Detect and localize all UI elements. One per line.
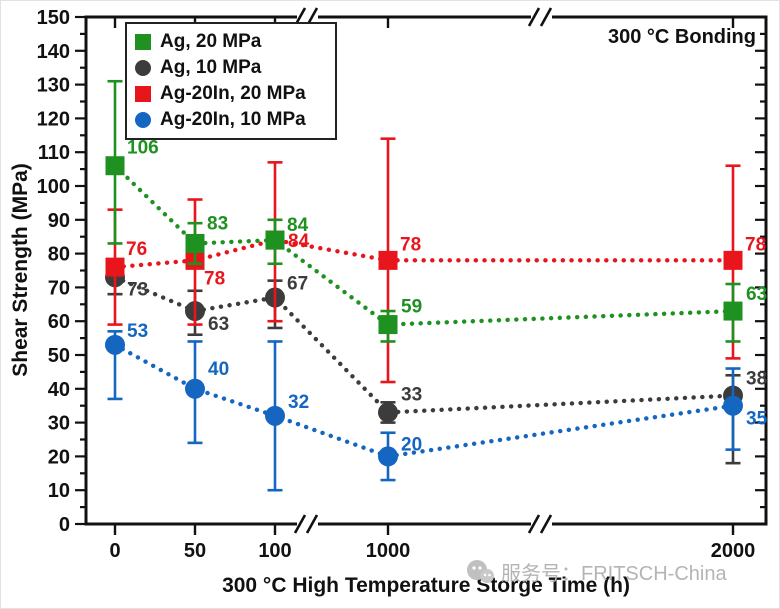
- value-label: 40: [208, 359, 229, 380]
- series-line: [112, 237, 736, 270]
- data-point: [185, 378, 205, 399]
- value-label: 33: [401, 384, 422, 405]
- value-label: 20: [401, 434, 422, 455]
- y-tick-label: 80: [48, 244, 70, 266]
- y-axis-title: Shear Strength (MPa): [9, 163, 32, 377]
- x-tick-label: 50: [184, 540, 206, 562]
- y-tick-label: 30: [48, 413, 70, 435]
- value-label: 83: [207, 213, 228, 234]
- watermark: 服务号：FRITSCH-China: [466, 557, 727, 586]
- y-tick-label: 100: [37, 176, 70, 198]
- data-point: [723, 301, 743, 321]
- y-tick-label: 70: [48, 277, 70, 299]
- legend-label: Ag-20In, 10 MPa: [160, 109, 306, 130]
- series-ag-20in-10-mpa: [105, 330, 743, 492]
- axis-break-gap: [531, 12, 552, 22]
- y-tick-label: 150: [37, 7, 70, 29]
- y-tick-label: 110: [38, 142, 70, 164]
- y-tick-label: 120: [37, 108, 70, 130]
- value-label: 78: [204, 268, 225, 289]
- y-tick-label: 10: [48, 480, 70, 502]
- x-axis-ticks: 0 50 100 1000 2000: [109, 17, 755, 562]
- value-label: 84: [288, 231, 310, 252]
- legend-item: Ag, 20 MPa: [135, 29, 327, 55]
- value-label: 63: [746, 284, 767, 305]
- data-point: [265, 405, 285, 426]
- legend-item: Ag, 10 MPa: [135, 55, 327, 81]
- axis-break-gap: [531, 519, 552, 529]
- series-ag-10-mpa: [105, 259, 743, 465]
- axis-break-marks: [293, 7, 553, 534]
- y-tick-label: 0: [59, 514, 70, 536]
- x-tick-label: 2000: [711, 540, 756, 562]
- y-tick-label: 130: [37, 75, 70, 97]
- legend: Ag, 20 MPa Ag, 10 MPa Ag-20In, 20 MPa Ag…: [125, 22, 337, 140]
- y-tick-label: 90: [48, 210, 70, 232]
- value-label: 76: [126, 239, 147, 260]
- value-label: 73: [127, 279, 148, 300]
- square-marker-icon: [135, 86, 151, 102]
- circle-marker-icon: [135, 60, 151, 76]
- data-point: [105, 257, 125, 277]
- wechat-icon: [467, 559, 494, 583]
- data-point: [378, 402, 398, 423]
- value-label: 106: [127, 138, 159, 159]
- data-point: [378, 250, 398, 270]
- x-tick-label: 0: [109, 540, 120, 562]
- y-tick-label: 140: [37, 41, 70, 63]
- data-point: [265, 230, 285, 250]
- value-label: 67: [287, 274, 308, 295]
- axis-break-slash: [539, 7, 553, 27]
- value-labels: 106 83 84 59 63 73 63 67 33 38 76 78 84 78 78 53 40 32 20 3…: [126, 138, 768, 456]
- data-point: [378, 315, 398, 335]
- legend-item: Ag-20In, 10 MPa: [135, 107, 327, 133]
- watermark-text: 服务号：FRITSCH-China: [501, 563, 727, 585]
- series-line: [112, 275, 736, 415]
- y-tick-label: 50: [48, 345, 70, 367]
- data-point: [378, 446, 398, 467]
- value-label: 78: [400, 234, 421, 255]
- axis-break-slash: [293, 514, 307, 534]
- y-tick-label: 20: [48, 446, 70, 468]
- y-axis-ticks: 0 10 20 30 40 50 60 70 80 90 100 110 120 130 140 150: [37, 7, 766, 536]
- legend-item: Ag-20In, 20 MPa: [135, 81, 327, 107]
- chart-title: 300 °C Bonding: [607, 26, 756, 48]
- axis-break-gap: [297, 519, 318, 529]
- axis-break-slash: [527, 7, 541, 27]
- value-label: 84: [287, 215, 309, 236]
- value-label: 53: [127, 321, 148, 342]
- value-label: 63: [208, 314, 229, 335]
- data-point: [105, 156, 125, 176]
- series-line: [112, 163, 736, 327]
- x-tick-label: 100: [258, 540, 291, 562]
- legend-label: Ag, 20 MPa: [160, 31, 262, 52]
- axis-break-slash: [305, 514, 319, 534]
- legend-label: Ag, 10 MPa: [160, 57, 262, 78]
- value-label: 35: [746, 409, 768, 430]
- y-tick-label: 60: [48, 311, 70, 333]
- axis-break-gap: [297, 12, 318, 22]
- axis-break-slash: [527, 514, 541, 534]
- square-marker-icon: [135, 34, 151, 50]
- data-point: [723, 250, 743, 270]
- value-label: 38: [746, 369, 767, 390]
- x-tick-label: 1000: [366, 540, 411, 562]
- circle-marker-icon: [135, 112, 151, 128]
- axis-break-slash: [539, 514, 553, 534]
- data-point: [723, 395, 743, 416]
- series-ag-20in-20-mpa: [105, 137, 743, 384]
- y-tick-label: 40: [48, 379, 70, 401]
- legend-label: Ag-20In, 20 MPa: [160, 83, 306, 104]
- value-label: 59: [401, 297, 422, 318]
- x-axis-title: 300 °C High Temperature Storge Time (h): [222, 574, 630, 597]
- data-point: [185, 233, 205, 253]
- data-point: [105, 334, 125, 355]
- series-ag-20-mpa: [105, 79, 743, 343]
- value-label: 78: [745, 234, 766, 255]
- value-label: 32: [288, 392, 309, 413]
